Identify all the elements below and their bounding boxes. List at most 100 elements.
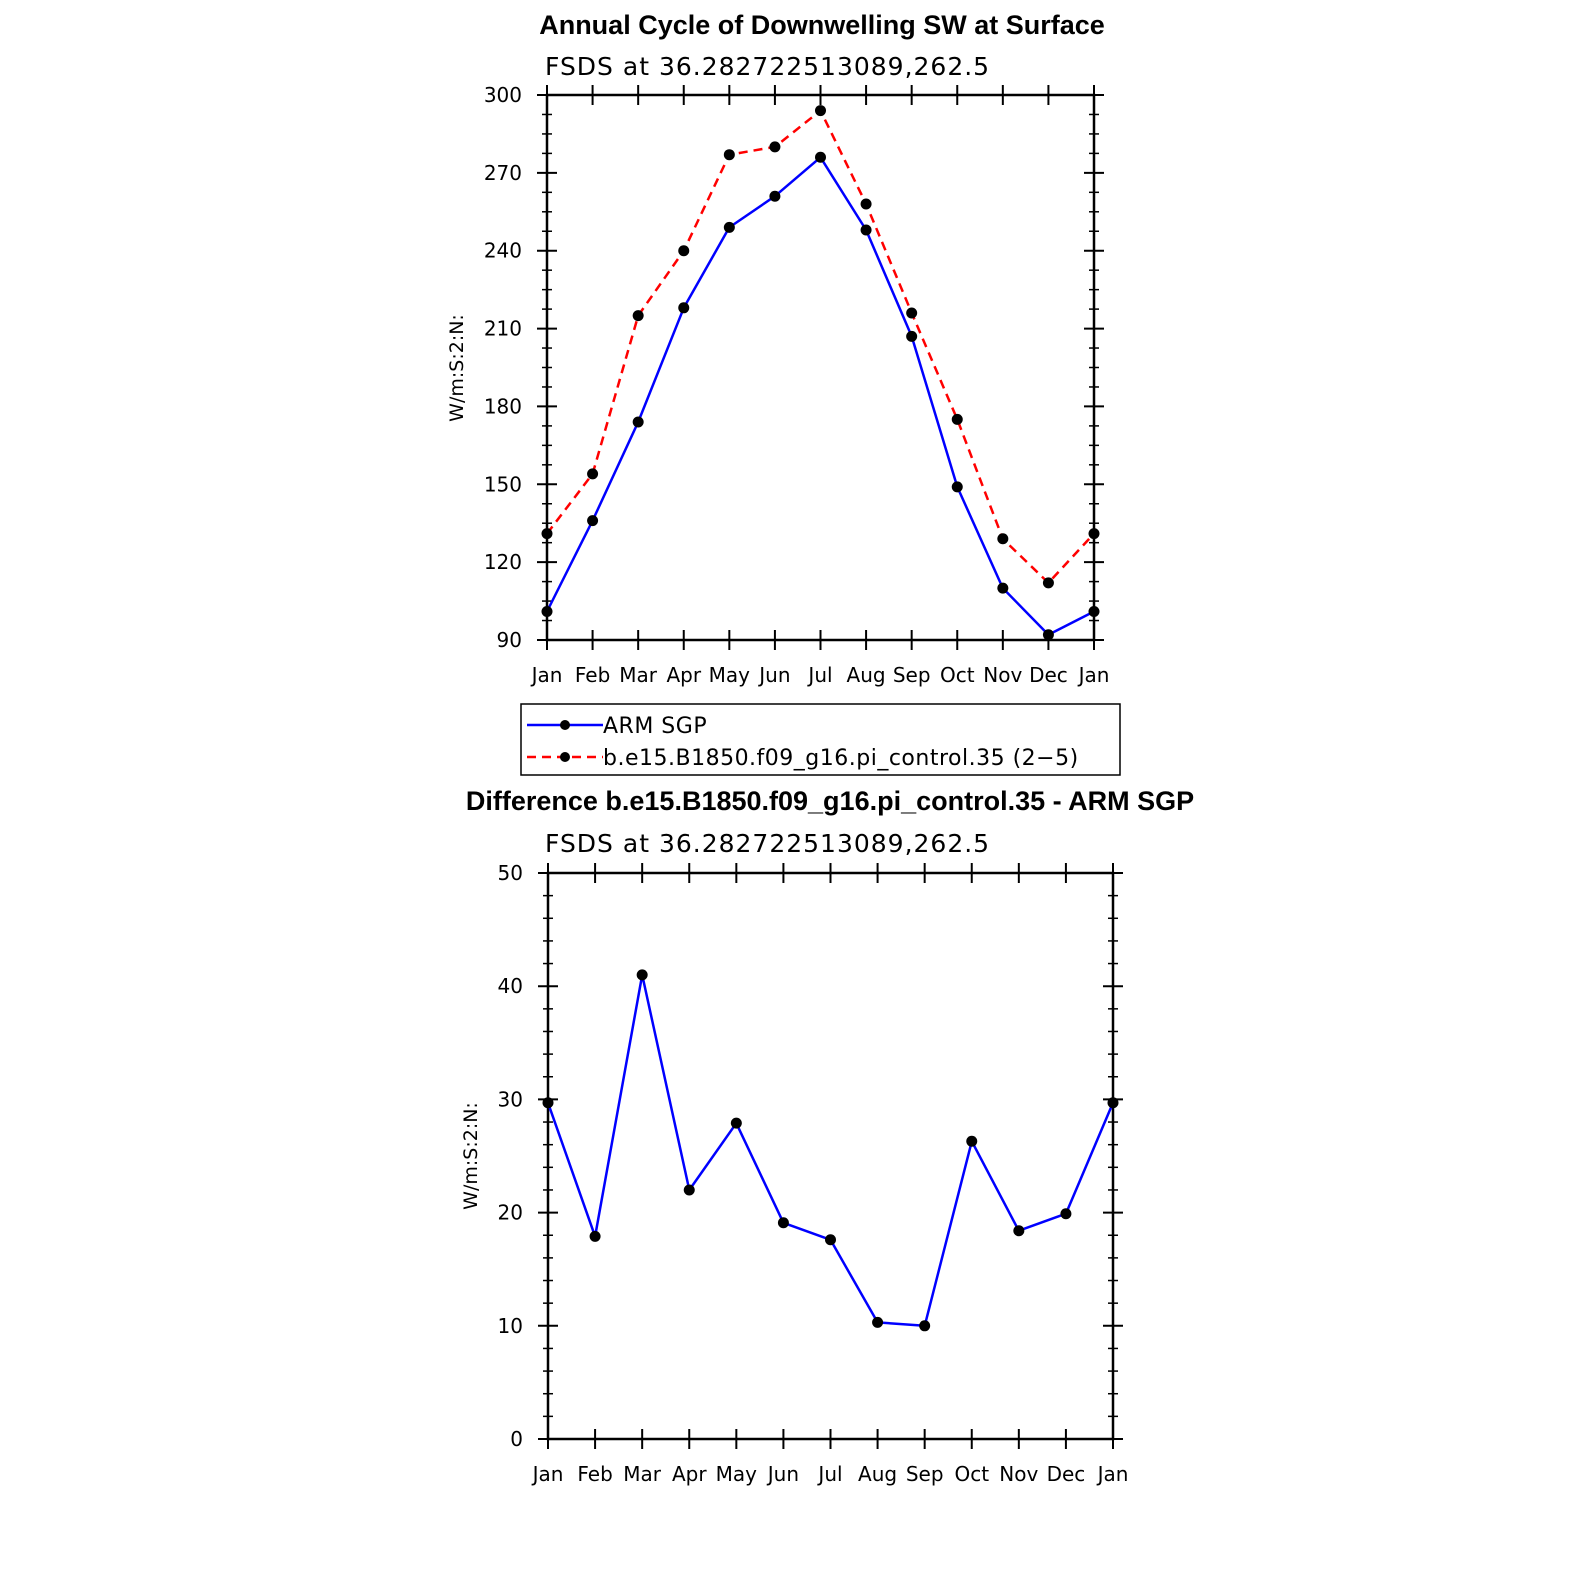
x-tick-label: Jul: [806, 663, 832, 687]
x-tick-label: Jun: [766, 1462, 799, 1486]
data-point: [1107, 1097, 1119, 1109]
data-point: [860, 224, 872, 236]
data-point: [1042, 577, 1054, 589]
legend: ARM SGP b.e15.B1850.f09_g16.pi_control.3…: [520, 703, 1121, 776]
y-tick-label: 210: [484, 317, 522, 341]
legend-marker-arm-sgp: [560, 720, 570, 730]
x-tick-label: Mar: [619, 663, 658, 687]
data-point: [1088, 605, 1100, 617]
x-tick-label: Mar: [623, 1462, 662, 1486]
y-tick-label: 270: [484, 161, 522, 185]
data-point: [825, 1234, 836, 1246]
y-tick-label: 150: [484, 472, 522, 496]
annual-cycle-panel: Annual Cycle of Downwelling SW at Surfac…: [446, 10, 1121, 776]
data-point: [951, 481, 963, 493]
x-tick-label: Apr: [672, 1462, 707, 1486]
data-point: [872, 1316, 884, 1328]
y-tick-label: 120: [484, 550, 522, 574]
x-tick-label: Feb: [577, 1462, 612, 1486]
x-tick-label: May: [716, 1462, 758, 1486]
x-tick-label: Jul: [816, 1462, 842, 1486]
x-tick-label: Aug: [847, 663, 886, 687]
y-tick-label: 50: [498, 861, 523, 885]
data-point: [1013, 1225, 1025, 1237]
y-tick-label: 30: [498, 1087, 523, 1111]
y-tick-label: 240: [484, 239, 522, 263]
x-tick-label: Jan: [1077, 663, 1110, 687]
legend-marker-model: [560, 752, 570, 762]
x-tick-label: Aug: [858, 1462, 897, 1486]
data-point: [587, 515, 599, 527]
x-tick-label: Sep: [906, 1462, 944, 1486]
data-point: [906, 330, 918, 342]
data-point: [636, 969, 648, 981]
data-point: [541, 528, 553, 540]
x-tick-label: Feb: [575, 663, 610, 687]
plot-frame: [546, 871, 1115, 1441]
data-point: [919, 1320, 931, 1332]
data-point: [1042, 629, 1054, 641]
plot-frame: [545, 93, 1096, 642]
chart-title: Difference b.e15.B1850.f09_g16.pi_contro…: [466, 786, 1194, 816]
difference-panel: Difference b.e15.B1850.f09_g16.pi_contro…: [460, 786, 1194, 1486]
y-axis-label: W/m:S:2:N:: [460, 1102, 482, 1210]
chart-subtitle: FSDS at 36.282722513089,262.5: [545, 829, 990, 858]
data-point: [542, 1097, 554, 1109]
data-point: [678, 302, 690, 314]
y-tick-label: 300: [484, 83, 522, 107]
legend-label-arm-sgp: ARM SGP: [603, 714, 707, 739]
x-tick-label: Nov: [983, 663, 1022, 687]
x-tick-label: Oct: [954, 1462, 989, 1486]
data-point: [730, 1117, 742, 1129]
data-point: [906, 307, 918, 319]
y-tick-label: 10: [498, 1314, 523, 1338]
y-tick-label: 180: [484, 394, 522, 418]
x-tick-label: Jan: [531, 1462, 564, 1486]
data-point: [632, 416, 644, 428]
x-tick-label: Apr: [666, 663, 701, 687]
x-tick-label: Dec: [1047, 1462, 1086, 1486]
data-point: [1088, 528, 1100, 540]
x-tick-label: Jan: [530, 663, 563, 687]
legend-label-model: b.e15.B1850.f09_g16.pi_control.35 (2−5): [603, 746, 1079, 771]
y-tick-label: 40: [498, 974, 523, 998]
data-point: [815, 105, 826, 117]
chart-subtitle: FSDS at 36.282722513089,262.5: [545, 52, 990, 81]
data-point: [769, 141, 781, 153]
data-point: [587, 468, 599, 480]
x-tick-label: Dec: [1029, 663, 1068, 687]
y-tick-label: 90: [497, 628, 522, 652]
data-point: [589, 1230, 601, 1242]
data-point: [997, 582, 1009, 594]
x-tick-label: Oct: [940, 663, 975, 687]
x-tick-label: Jan: [1096, 1462, 1129, 1486]
y-axis-label: W/m:S:2:N:: [446, 314, 468, 422]
legend-box: [520, 703, 1121, 776]
data-point: [683, 1184, 695, 1196]
data-point: [997, 533, 1009, 545]
data-point: [541, 605, 553, 617]
series-line-0: [545, 156, 1095, 637]
data-point: [678, 245, 690, 257]
data-point: [966, 1135, 978, 1147]
series-line-1: [546, 109, 1095, 585]
data-point: [632, 310, 644, 322]
data-point: [815, 151, 826, 163]
plot-area: 0 10 20 30 40 50 Jan Feb Mar Apr May Jun Jul Aug Sep Oc…: [498, 861, 1129, 1486]
data-point: [1060, 1208, 1072, 1220]
data-point: [860, 198, 872, 210]
y-tick-label: 0: [510, 1427, 523, 1451]
data-point: [723, 221, 735, 233]
data-point: [769, 190, 781, 202]
chart-title: Annual Cycle of Downwelling SW at Surfac…: [539, 10, 1105, 40]
x-tick-label: Jun: [757, 663, 790, 687]
x-tick-label: Sep: [893, 663, 931, 687]
series-line-0: [546, 973, 1115, 1328]
x-tick-label: May: [709, 663, 751, 687]
data-point: [777, 1217, 789, 1229]
data-point: [723, 149, 735, 161]
y-tick-label: 20: [498, 1201, 523, 1225]
data-point: [951, 413, 963, 425]
